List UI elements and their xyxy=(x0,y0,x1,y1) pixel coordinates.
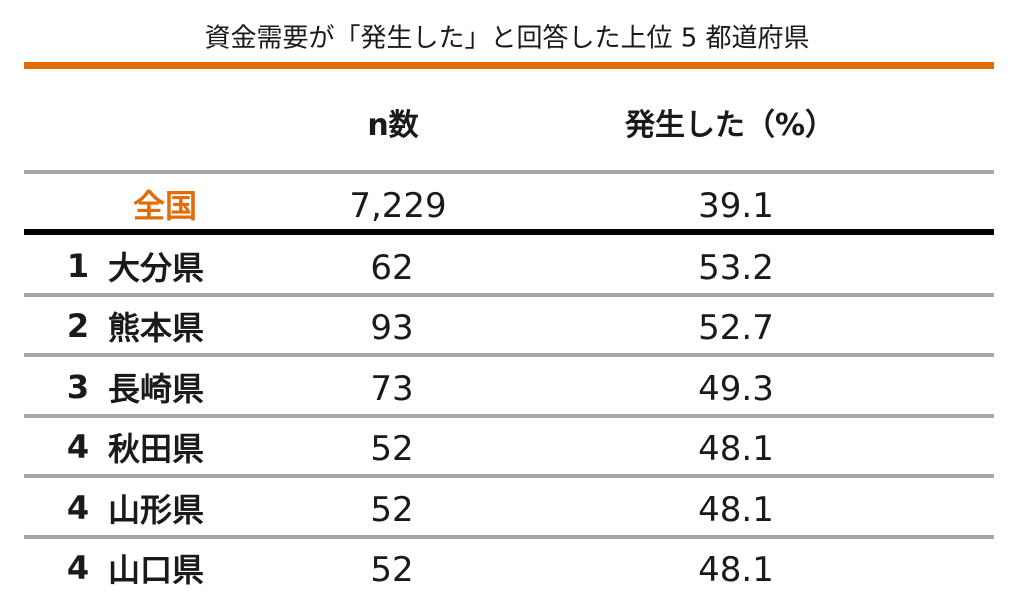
rank: 4 xyxy=(66,488,90,527)
row-rule xyxy=(24,534,994,539)
rank: 2 xyxy=(66,307,90,346)
national-pct: 39.1 xyxy=(698,186,774,226)
prefecture: 大分県 xyxy=(108,249,205,287)
prefecture: 長崎県 xyxy=(108,369,205,408)
row-rule xyxy=(24,170,994,174)
n-value: 62 xyxy=(370,248,414,288)
rank: 4 xyxy=(66,549,90,587)
pct-value: 48.1 xyxy=(698,489,774,530)
national-n: 7,229 xyxy=(349,186,447,226)
pct-value: 53.2 xyxy=(698,248,774,288)
rank: 1 xyxy=(66,247,90,285)
prefecture: 山形県 xyxy=(108,490,205,529)
title: 資金需要が「発生した」と回答した上位 5 都道府県 xyxy=(204,23,810,54)
pct-value: 52.7 xyxy=(698,308,774,349)
header-rule xyxy=(24,229,994,235)
row-rule xyxy=(24,293,994,297)
prefecture: 秋田県 xyxy=(108,430,205,469)
row-rule xyxy=(24,474,994,479)
national-label: 全国 xyxy=(132,187,198,225)
row-rule xyxy=(24,413,994,418)
n-value: 52 xyxy=(370,489,414,530)
n-value: 93 xyxy=(370,308,414,349)
header-cell: 発生した（%） xyxy=(624,108,836,143)
row-rule xyxy=(24,353,994,358)
prefecture: 山口県 xyxy=(108,551,205,589)
rank: 3 xyxy=(66,367,90,406)
n-value: 52 xyxy=(370,550,414,590)
title-rule xyxy=(24,62,994,69)
header-cell: n数 xyxy=(367,108,419,143)
rank: 4 xyxy=(66,428,90,467)
pct-value: 48.1 xyxy=(698,429,774,470)
pct-value: 49.3 xyxy=(698,368,774,409)
n-value: 52 xyxy=(370,429,414,470)
n-value: 73 xyxy=(370,368,414,409)
prefecture: 熊本県 xyxy=(108,309,205,348)
pct-value: 48.1 xyxy=(698,550,774,590)
